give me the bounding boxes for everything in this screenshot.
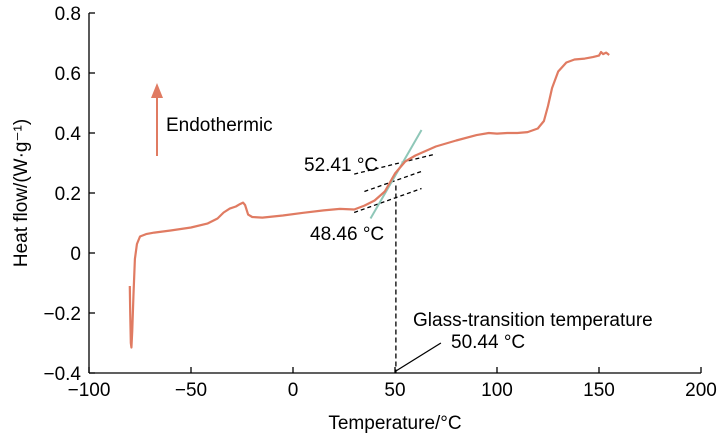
x-tick-label: 100: [481, 380, 513, 401]
y-axis-title: Heat flow/(W·g⁻¹): [11, 119, 32, 267]
y-ticks: −0.4 −0.2 0 0.2 0.4 0.6 0.8: [43, 4, 95, 385]
onset-temperature-label: 52.41 °C: [304, 155, 378, 176]
x-tick-label: 50: [384, 380, 405, 401]
x-tick-label: −100: [68, 380, 111, 401]
x-ticks: −100 −50 0 50 100 150 200: [68, 367, 717, 401]
y-tick-label: 0.6: [55, 64, 81, 85]
x-axis-title: Temperature/°C: [328, 413, 461, 434]
inflection-tangent-line: [369, 129, 423, 219]
glass-transition-value: 50.44 °C: [451, 332, 525, 353]
arrow-head-icon: [151, 83, 163, 98]
end-temperature-label: 48.46 °C: [310, 224, 384, 245]
y-tick-label: 0: [70, 244, 81, 265]
x-tick-label: 150: [583, 380, 615, 401]
x-tick-label: 200: [685, 380, 717, 401]
y-tick-label: −0.4: [43, 364, 81, 385]
y-tick-label: 0.8: [55, 4, 81, 25]
lower-baseline-extrapolation-line: [353, 187, 422, 214]
tg-leader-line: [395, 342, 442, 372]
y-tick-label: −0.2: [43, 304, 81, 325]
endothermic-label: Endothermic: [166, 115, 273, 136]
y-tick-label: 0.4: [55, 124, 82, 145]
series-line: [128, 50, 610, 349]
glass-transition-label: Glass-transition temperature: [413, 310, 653, 331]
axes: −100 −50 0 50 100 150 200 −0.4 −0.2 0 0.2 0.4 0.6 0.…: [43, 4, 716, 401]
y-tick-label: 0.2: [55, 184, 81, 205]
endothermic-arrow: [151, 83, 163, 156]
x-tick-label: 0: [288, 380, 299, 401]
upper-baseline-extrapolation-line: [354, 153, 436, 175]
x-tick-label: −50: [175, 380, 207, 401]
series-group: [128, 50, 610, 349]
tangent-lines: [353, 129, 442, 373]
